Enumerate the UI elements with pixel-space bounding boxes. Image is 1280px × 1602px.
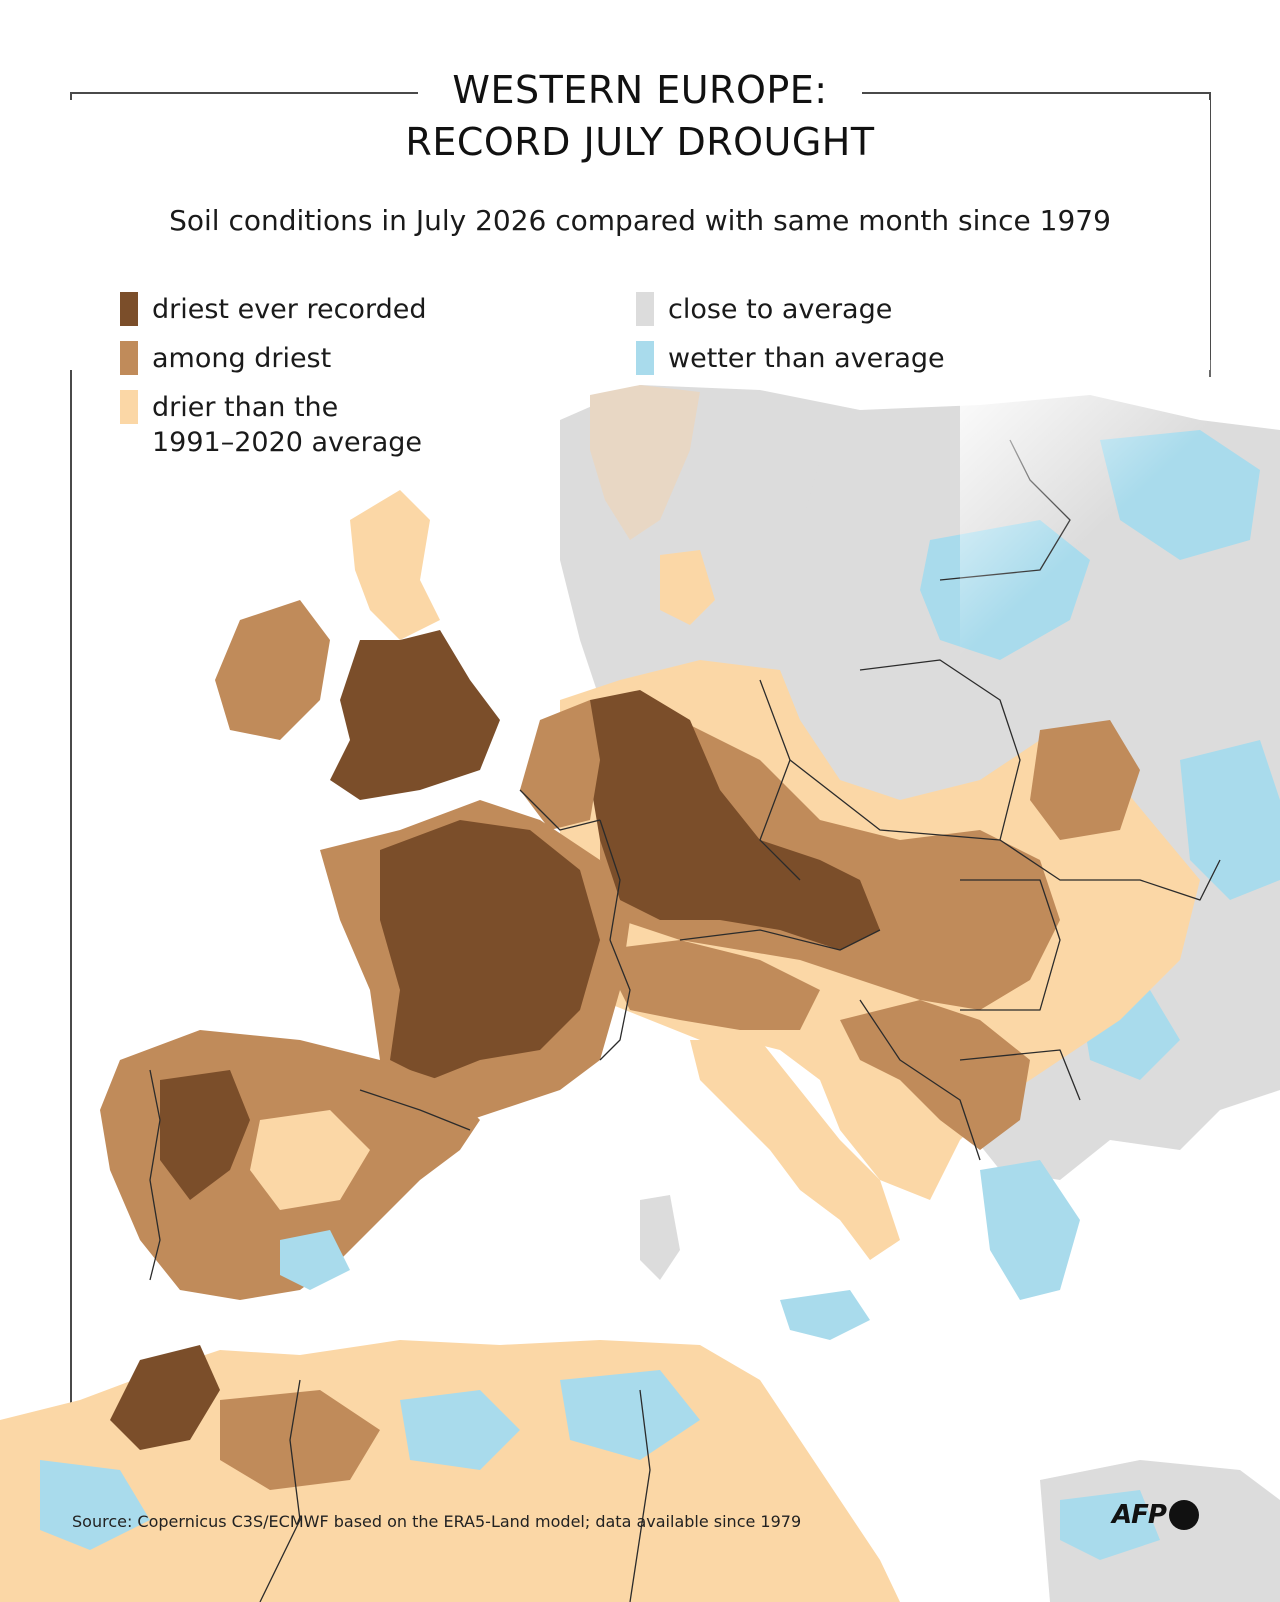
- legend-label-drier-than-average: drier than the 1991–2020 average: [152, 392, 423, 458]
- border-france-spain: [359, 1089, 471, 1131]
- map-region-italy: [690, 1040, 900, 1260]
- map-region-morocco-driest: [110, 1345, 220, 1450]
- legend-label-close-to-average: close to average: [668, 294, 893, 325]
- border-morocco-algeria: [259, 1379, 301, 1602]
- afp-logo-text: AFP: [1112, 1500, 1167, 1530]
- legend-item-driest-ever: driest ever recorded: [120, 292, 426, 327]
- map-region-germany-driest: [590, 690, 880, 950]
- map-region-africa-among-driest: [220, 1390, 380, 1490]
- title-line-1: WESTERN EUROPE:: [452, 68, 828, 112]
- map-region-alps: [600, 940, 820, 1030]
- border-ukraine: [999, 839, 1221, 901]
- map-region-greece: [980, 1160, 1080, 1300]
- border-romania: [960, 879, 1061, 1011]
- map-region-iberia-dry-patches: [250, 1110, 370, 1210]
- map-region-ireland: [215, 600, 330, 740]
- border-algeria-tunisia: [629, 1389, 651, 1602]
- map-region-africa-wet-1: [400, 1390, 520, 1470]
- legend-swatch-close-to-average: [636, 292, 654, 326]
- border-france-switzerland-italy: [599, 939, 631, 1061]
- legend-item-close-to-average: close to average: [636, 292, 892, 327]
- map-region-scotland: [350, 490, 440, 640]
- map-fade-overlay: [960, 360, 1280, 660]
- source-note: Source: Copernicus C3S/ECMWF based on th…: [72, 1512, 802, 1531]
- map-region-africa-wet-3: [40, 1460, 150, 1550]
- legend-item-drier-than-average: drier than the 1991–2020 average: [120, 390, 422, 460]
- map-region-denmark: [660, 550, 715, 625]
- legend-swatch-among-driest: [120, 341, 138, 375]
- border-poland: [789, 659, 1021, 841]
- map-region-east-wet: [1180, 740, 1280, 900]
- map-region-iberia-wet: [280, 1230, 350, 1290]
- border-austria: [679, 929, 881, 951]
- map-region-france-driest: [380, 820, 600, 1080]
- border-spain-portugal: [149, 1069, 161, 1281]
- subtitle: Soil conditions in July 2026 compared wi…: [169, 204, 1111, 237]
- legend-label-wetter-than-average: wetter than average: [668, 343, 945, 374]
- country-borders: [149, 439, 1221, 1602]
- map-region-sicily: [780, 1290, 870, 1340]
- border-germany-east: [759, 679, 801, 881]
- border-bulgaria: [959, 1049, 1081, 1101]
- map-region-middle-east-wet: [1060, 1490, 1160, 1560]
- map-region-africa-wet-2: [560, 1370, 700, 1460]
- legend-swatch-driest-ever: [120, 292, 138, 326]
- map-region-sardinia: [640, 1195, 680, 1280]
- frame-top-left-line: [70, 92, 418, 94]
- legend-item-wetter-than-average: wetter than average: [636, 341, 945, 376]
- map-region-poland-among-driest: [1030, 720, 1140, 840]
- legend-item-among-driest: among driest: [120, 341, 331, 376]
- afp-logo-dot: [1168, 1500, 1199, 1530]
- border-france-belgium: [519, 789, 601, 831]
- frame-left-line: [70, 92, 72, 1410]
- map-region-norway: [590, 385, 700, 540]
- frame-top-right-line: [862, 92, 1211, 94]
- map-region-england: [330, 630, 500, 800]
- border-balkans: [859, 999, 981, 1161]
- map-region-balkans: [840, 1000, 1030, 1150]
- map-region-iberia-driest: [160, 1070, 250, 1200]
- border-france-germany: [599, 819, 621, 941]
- map-region-sweden: [690, 392, 820, 620]
- map-region-benelux: [520, 700, 600, 830]
- afp-logo: AFP: [1112, 1500, 1199, 1530]
- legend-label-among-driest: among driest: [152, 343, 332, 374]
- title-line-2: RECORD JULY DROUGHT: [405, 120, 875, 164]
- legend-swatch-drier-than-average: [120, 390, 138, 424]
- legend-swatch-wetter-than-average: [636, 341, 654, 375]
- legend-label-driest-ever: driest ever recorded: [152, 294, 427, 325]
